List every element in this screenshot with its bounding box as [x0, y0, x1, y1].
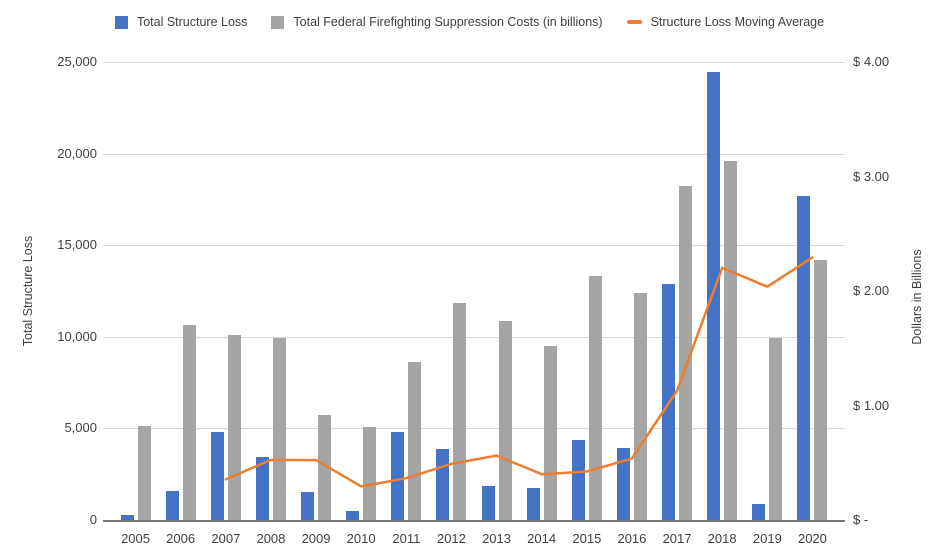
x-axis-label-2018: 2018: [707, 531, 737, 546]
gridline: [103, 154, 845, 155]
suppression-costs-bar-2020: [814, 260, 828, 520]
suppression-costs-bar-2013: [498, 320, 512, 520]
right-axis-tick: $ -: [853, 512, 869, 527]
x-axis-label-2010: 2010: [346, 531, 376, 546]
x-axis-label-2006: 2006: [166, 531, 196, 546]
x-axis-label-2019: 2019: [752, 531, 782, 546]
suppression-costs-bar-2011: [408, 362, 422, 520]
legend-item-moving-average: Structure Loss Moving Average: [626, 15, 825, 29]
structure-loss-bar-2017: [662, 283, 676, 520]
structure-loss-bar-2014: [526, 487, 540, 520]
suppression-costs-bar-2017: [679, 185, 693, 520]
structure-loss-bar-2011: [391, 432, 405, 520]
structure-loss-bar-2009: [301, 491, 315, 520]
suppression-costs-bar-2008: [272, 337, 286, 520]
suppression-costs-bar-2015: [588, 276, 602, 520]
suppression-costs-bar-2014: [543, 346, 557, 520]
legend-square-icon-suppression-costs: [271, 15, 285, 29]
suppression-costs-bar-2007: [227, 334, 241, 520]
structure-loss-bar-2018: [707, 72, 721, 520]
left-axis-tick: 25,000: [57, 54, 97, 69]
suppression-costs-bar-2005: [137, 426, 151, 520]
legend-square-icon-structure-loss: [114, 15, 128, 29]
suppression-costs-bar-2018: [724, 160, 738, 520]
x-axis-label-2013: 2013: [482, 531, 511, 546]
structure-loss-bar-2006: [165, 490, 179, 520]
gridline: [103, 245, 845, 246]
structure-loss-bar-2013: [481, 486, 495, 520]
legend-dash-icon-moving-average: [626, 20, 642, 24]
suppression-costs-bar-2006: [182, 325, 196, 521]
x-axis-label-2017: 2017: [662, 531, 692, 546]
x-axis-label-2007: 2007: [211, 531, 241, 546]
left-axis-tick: 20,000: [57, 146, 97, 161]
right-axis-tick: $ 4.00: [853, 54, 890, 69]
legend-item-structure-loss: Total Structure Loss: [114, 15, 248, 29]
left-axis-tick: 0: [89, 512, 97, 527]
suppression-costs-bar-2009: [318, 414, 332, 520]
left-axis-tick: 10,000: [57, 329, 97, 344]
x-axis-line: [103, 520, 845, 522]
x-axis-label-2011: 2011: [392, 531, 421, 546]
left-axis-tick: 15,000: [57, 237, 97, 252]
suppression-costs-bar-2016: [633, 293, 647, 520]
structure-loss-bar-2010: [346, 510, 360, 520]
suppression-costs-bar-2019: [769, 337, 783, 520]
x-axis-label-2008: 2008: [256, 531, 286, 546]
structure-loss-bar-2008: [255, 456, 269, 520]
x-axis-label-2020: 2020: [797, 531, 827, 546]
x-axis-label-2015: 2015: [572, 531, 602, 546]
right-axis-tick: $ 3.00: [853, 169, 890, 184]
structure-loss-bar-2015: [571, 440, 585, 520]
right-axis-title: Dollars in Billions: [910, 249, 924, 345]
legend-item-suppression-costs: Total Federal Firefighting Suppression C…: [271, 15, 603, 29]
x-axis-label-2012: 2012: [436, 531, 466, 546]
suppression-costs-bar-2010: [363, 427, 377, 520]
legend-label-moving-average: Structure Loss Moving Average: [650, 15, 825, 29]
legend-label-suppression-costs: Total Federal Firefighting Suppression C…: [293, 15, 603, 29]
x-axis-label-2016: 2016: [617, 531, 647, 546]
structure-loss-bar-2012: [436, 448, 450, 520]
legend-label-structure-loss: Total Structure Loss: [136, 15, 248, 29]
structure-loss-bar-2019: [752, 504, 766, 520]
structure-loss-bar-2005: [120, 515, 134, 520]
structure-loss-bar-2016: [616, 447, 630, 520]
structure-loss-bar-2007: [210, 432, 224, 520]
gridline: [103, 62, 845, 63]
x-axis-label-2009: 2009: [301, 531, 331, 546]
right-axis-tick: $ 1.00: [853, 398, 890, 413]
chart-legend: Total Structure Loss Total Federal Firefi…: [0, 15, 939, 29]
x-axis-label-2014: 2014: [527, 531, 557, 546]
right-axis-tick: $ 2.00: [853, 283, 890, 298]
left-axis-tick: 5,000: [64, 420, 97, 435]
suppression-costs-bar-2012: [453, 302, 467, 520]
x-axis-label-2005: 2005: [121, 531, 150, 546]
structure-loss-bar-2020: [797, 195, 811, 520]
